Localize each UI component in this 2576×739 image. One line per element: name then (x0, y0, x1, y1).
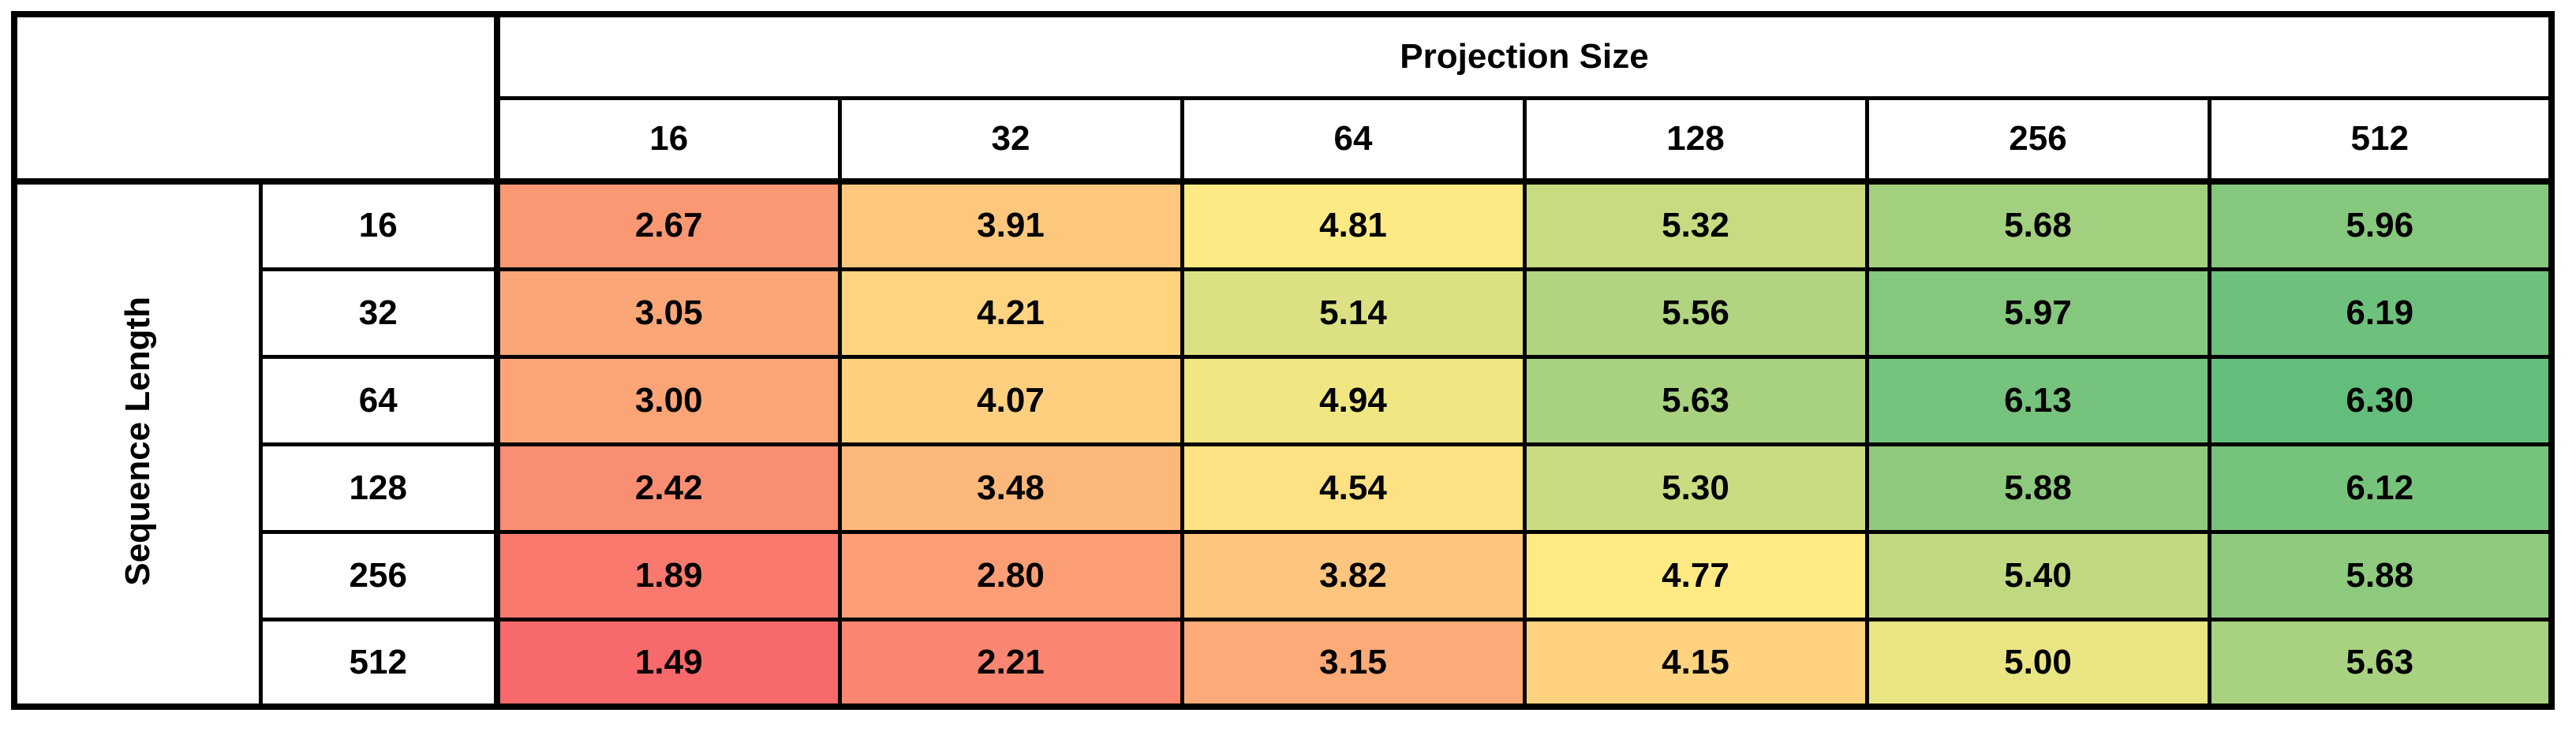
heatmap-table: Projection Size 16 32 64 128 256 512 Sequence… (11, 11, 2555, 710)
heatmap-cell-64-512: 6.30 (2207, 354, 2554, 446)
heatmap-cell-128-256: 5.88 (1864, 442, 2211, 534)
heatmap-cell-256-64: 3.82 (1180, 529, 1527, 621)
row-axis-title-text: Sequence Length (118, 296, 157, 586)
table-row: 64 3.00 4.07 4.94 5.63 6.13 6.30 (14, 354, 2554, 446)
heatmap-cell-256-32: 2.80 (837, 529, 1184, 621)
table-row: 256 1.89 2.80 3.82 4.77 5.40 5.88 (14, 529, 2554, 621)
heatmap-cell-128-32: 3.48 (837, 442, 1184, 534)
column-axis-title: Projection Size (495, 12, 2554, 100)
heatmap-body: Projection Size 16 32 64 128 256 512 Sequence… (12, 12, 2554, 709)
heatmap-cell-256-512: 5.88 (2207, 529, 2554, 621)
table-row: 128 2.42 3.48 4.54 5.30 5.88 6.12 (14, 442, 2554, 534)
heatmap-cell-16-64: 4.81 (1180, 179, 1527, 271)
heatmap-cell-64-128: 5.63 (1522, 354, 1869, 446)
column-header-128: 128 (1522, 95, 1869, 185)
row-header-512: 512 (258, 617, 500, 709)
heatmap-cell-16-256: 5.68 (1864, 179, 2211, 271)
column-header-row: 16 32 64 128 256 512 (14, 95, 2554, 185)
table-row: Sequence Length 16 2.67 3.91 4.81 5.32 5.68 5.… (12, 179, 2554, 709)
row-header-64: 64 (258, 354, 500, 446)
heatmap-cell-32-256: 5.97 (1864, 267, 2211, 359)
heatmap-cell-512-32: 2.21 (837, 617, 1184, 709)
row-header-16: 16 (258, 179, 500, 271)
row-axis-title: Sequence Length (12, 179, 263, 709)
row-header-128: 128 (258, 442, 500, 534)
column-header-256: 256 (1864, 95, 2211, 185)
heatmap-cell-128-128: 5.30 (1522, 442, 1869, 534)
heatmap-cell-32-64: 5.14 (1180, 267, 1527, 359)
heatmap-cell-256-128: 4.77 (1522, 529, 1869, 621)
heatmap-cell-128-64: 4.54 (1180, 442, 1527, 534)
table-row: 512 1.49 2.21 3.15 4.15 5.00 5.63 (14, 617, 2554, 709)
heatmap-cell-32-128: 5.56 (1522, 267, 1869, 359)
corner-cell (12, 12, 500, 185)
heatmap-cell-16-32: 3.91 (837, 179, 1184, 271)
heatmap-cell-256-256: 5.40 (1864, 529, 2211, 621)
heatmap-cell-16-128: 5.32 (1522, 179, 1869, 271)
column-header-32: 32 (837, 95, 1184, 185)
row-header-32: 32 (258, 267, 500, 359)
column-axis-title-row: Projection Size (12, 12, 2554, 185)
table-row: 32 3.05 4.21 5.14 5.56 5.97 6.19 (14, 267, 2554, 359)
heatmap-cell-512-512: 5.63 (2207, 617, 2554, 709)
heatmap-cell-512-128: 4.15 (1522, 617, 1869, 709)
heatmap-cell-512-256: 5.00 (1864, 617, 2211, 709)
heatmap-cell-32-512: 6.19 (2207, 267, 2554, 359)
heatmap-cell-512-64: 3.15 (1180, 617, 1527, 709)
heatmap-cell-32-16: 3.05 (495, 267, 842, 359)
heatmap-cell-64-16: 3.00 (495, 354, 842, 446)
heatmap-cell-64-32: 4.07 (837, 354, 1184, 446)
row-header-256: 256 (258, 529, 500, 621)
heatmap-cell-128-512: 6.12 (2207, 442, 2554, 534)
heatmap-cell-64-256: 6.13 (1864, 354, 2211, 446)
column-header-16: 16 (495, 95, 842, 185)
heatmap-cell-512-16: 1.49 (495, 617, 842, 709)
column-header-64: 64 (1180, 95, 1527, 185)
heatmap-cell-64-64: 4.94 (1180, 354, 1527, 446)
heatmap-cell-16-16: 2.67 (495, 179, 842, 271)
heatmap-cell-256-16: 1.89 (495, 529, 842, 621)
heatmap-cell-32-32: 4.21 (837, 267, 1184, 359)
column-header-512: 512 (2207, 95, 2554, 185)
heatmap-cell-16-512: 5.96 (2207, 179, 2554, 271)
heatmap-cell-128-16: 2.42 (495, 442, 842, 534)
